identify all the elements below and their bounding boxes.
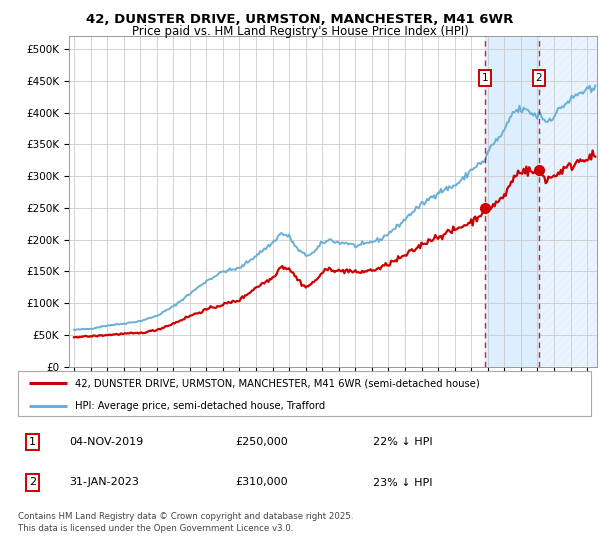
- Text: 22% ↓ HPI: 22% ↓ HPI: [373, 437, 433, 447]
- Bar: [539, 36, 597, 367]
- Text: 1: 1: [482, 73, 488, 83]
- Text: 31-JAN-2023: 31-JAN-2023: [70, 478, 139, 488]
- Text: Price paid vs. HM Land Registry's House Price Index (HPI): Price paid vs. HM Land Registry's House …: [131, 25, 469, 38]
- Text: 42, DUNSTER DRIVE, URMSTON, MANCHESTER, M41 6WR: 42, DUNSTER DRIVE, URMSTON, MANCHESTER, …: [86, 13, 514, 26]
- Text: 2: 2: [535, 73, 542, 83]
- Text: 23% ↓ HPI: 23% ↓ HPI: [373, 478, 433, 488]
- Text: 1: 1: [29, 437, 36, 447]
- Text: HPI: Average price, semi-detached house, Trafford: HPI: Average price, semi-detached house,…: [76, 400, 326, 410]
- Text: 42, DUNSTER DRIVE, URMSTON, MANCHESTER, M41 6WR (semi-detached house): 42, DUNSTER DRIVE, URMSTON, MANCHESTER, …: [76, 378, 480, 388]
- Text: 04-NOV-2019: 04-NOV-2019: [70, 437, 144, 447]
- Text: Contains HM Land Registry data © Crown copyright and database right 2025.
This d: Contains HM Land Registry data © Crown c…: [18, 512, 353, 533]
- Text: 2: 2: [29, 478, 36, 488]
- Text: £310,000: £310,000: [236, 478, 289, 488]
- Text: £250,000: £250,000: [236, 437, 289, 447]
- Bar: [485, 36, 539, 367]
- FancyBboxPatch shape: [18, 371, 591, 416]
